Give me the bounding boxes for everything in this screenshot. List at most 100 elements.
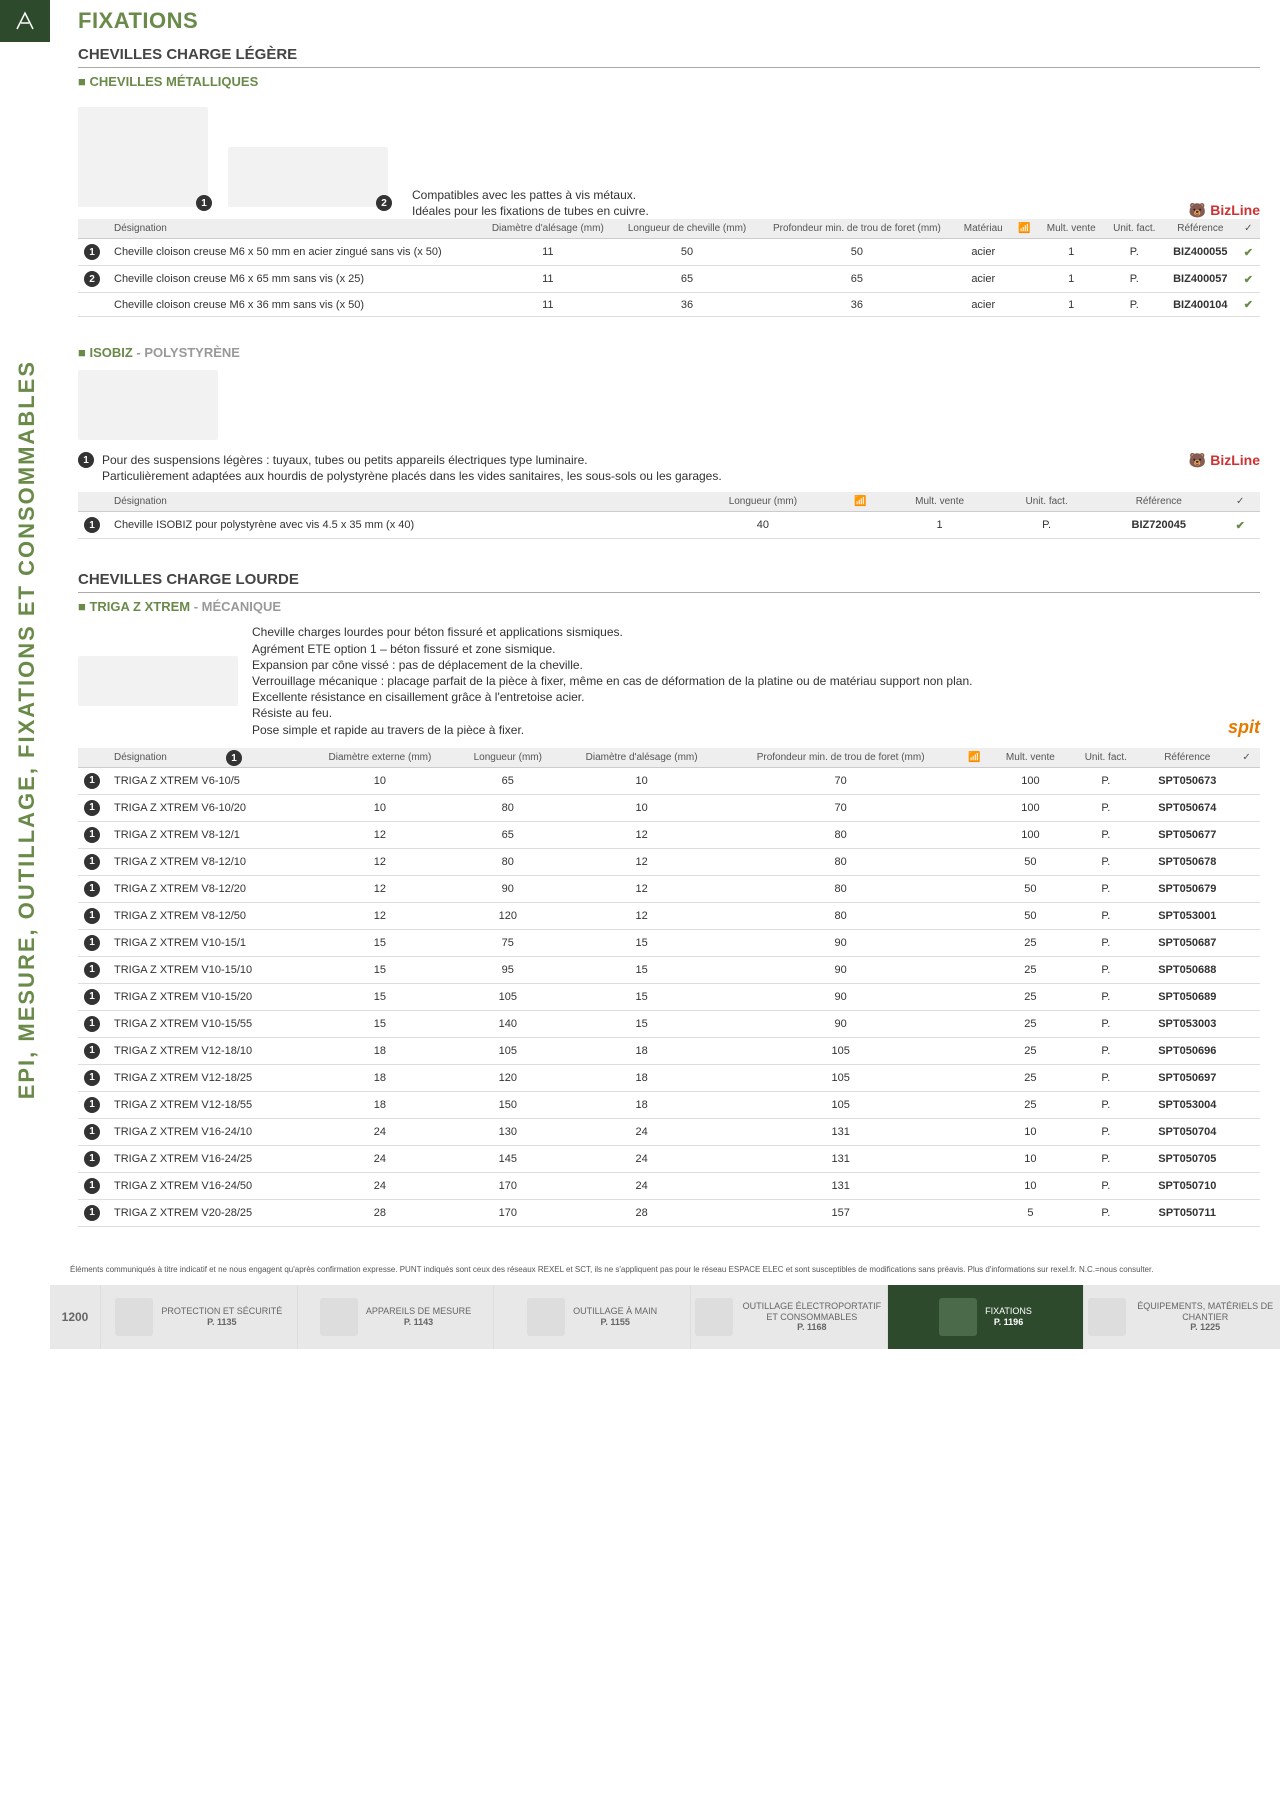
table-header: ✓	[1237, 219, 1260, 239]
table-cell: 1	[78, 239, 108, 266]
page-title: FIXATIONS	[50, 8, 198, 34]
table-cell	[1233, 1118, 1260, 1145]
table-cell: 40	[688, 512, 837, 539]
table-cell: TRIGA Z XTREM V16-24/10	[108, 1118, 305, 1145]
brand-logo-bizline: BizLine	[1189, 202, 1260, 219]
table-cell	[1233, 929, 1260, 956]
table-cell: 105	[723, 1091, 959, 1118]
table-cell: 1	[78, 929, 108, 956]
table-cell: 120	[455, 1064, 560, 1091]
table-cell: Cheville cloison creuse M6 x 65 mm sans …	[108, 266, 480, 293]
table-cell: BIZ400055	[1164, 239, 1237, 266]
table-cell: 65	[455, 767, 560, 794]
table-cell	[1011, 293, 1038, 317]
table-header: 📶	[1011, 219, 1038, 239]
nav-item[interactable]: OUTILLAGE À MAINP. 1155	[493, 1285, 690, 1349]
nav-item[interactable]: ÉQUIPEMENTS, MATÉRIELS DE CHANTIERP. 122…	[1083, 1285, 1280, 1349]
table-header: Profondeur min. de trou de foret (mm)	[723, 748, 959, 768]
table-cell: 131	[723, 1145, 959, 1172]
nav-item[interactable]: FIXATIONSP. 1196	[887, 1285, 1084, 1349]
table-cell: 28	[305, 1199, 455, 1226]
table-cell: TRIGA Z XTREM V16-24/25	[108, 1145, 305, 1172]
table-cell: 70	[723, 767, 959, 794]
product-image	[78, 656, 238, 706]
table-cell: 24	[305, 1118, 455, 1145]
table-row: 1TRIGA Z XTREM V10-15/5515140159025P.SPT…	[78, 1010, 1260, 1037]
table-cell: 145	[455, 1145, 560, 1172]
table-cell: 50	[990, 848, 1070, 875]
table-cell: 1	[78, 983, 108, 1010]
table-cell: 25	[990, 956, 1070, 983]
table-cell	[1233, 1172, 1260, 1199]
nav-page: P. 1135	[161, 1317, 282, 1328]
table-cell: 120	[455, 902, 560, 929]
bottom-nav: 1200 PROTECTION ET SÉCURITÉP. 1135APPARE…	[50, 1285, 1280, 1349]
section-heading: CHEVILLES CHARGE LÉGÈRE	[78, 42, 1260, 68]
table-row: 1TRIGA Z XTREM V10-15/11575159025P.SPT05…	[78, 929, 1260, 956]
table-cell: 100	[990, 794, 1070, 821]
table-cell: 105	[455, 1037, 560, 1064]
nav-item[interactable]: OUTILLAGE ÉLECTROPORTATIF ET CONSOMMABLE…	[690, 1285, 887, 1349]
table-cell: P.	[1070, 848, 1141, 875]
table-header: Mult. vente	[883, 492, 996, 512]
table-cell: 2	[78, 266, 108, 293]
table-row: 1TRIGA Z XTREM V16-24/10241302413110P.SP…	[78, 1118, 1260, 1145]
table-cell: 80	[723, 902, 959, 929]
nav-icon	[320, 1298, 358, 1336]
table-cell	[1233, 1199, 1260, 1226]
table-cell: 1	[883, 512, 996, 539]
table-cell	[958, 767, 990, 794]
table-cell: SPT053004	[1141, 1091, 1233, 1118]
table-cell: SPT050674	[1141, 794, 1233, 821]
nav-item[interactable]: PROTECTION ET SÉCURITÉP. 1135	[100, 1285, 297, 1349]
table-cell: 90	[723, 983, 959, 1010]
table-header: Diamètre d'alésage (mm)	[560, 748, 722, 768]
table-cell: TRIGA Z XTREM V8-12/1	[108, 821, 305, 848]
table-cell: 10	[560, 767, 722, 794]
table-cell	[958, 983, 990, 1010]
table-cell: 11	[480, 293, 616, 317]
table-row: 1TRIGA Z XTREM V10-15/101595159025P.SPT0…	[78, 956, 1260, 983]
desc-badge: 1	[226, 750, 242, 766]
table-cell: P.	[1070, 1091, 1141, 1118]
brand-logo-bizline: BizLine	[1189, 452, 1260, 469]
nav-page: P. 1225	[1134, 1322, 1276, 1333]
table-cell: 1	[78, 848, 108, 875]
image-badge-2: 2	[376, 195, 392, 211]
table-cell: P.	[1070, 794, 1141, 821]
table-cell: 1	[78, 875, 108, 902]
table-cell: 1	[78, 794, 108, 821]
table-cell: 1	[78, 821, 108, 848]
table-header: Longueur de cheville (mm)	[616, 219, 759, 239]
table-cell: 90	[723, 956, 959, 983]
table-cell: TRIGA Z XTREM V10-15/20	[108, 983, 305, 1010]
table-row: 1TRIGA Z XTREM V8-12/5012120128050P.SPT0…	[78, 902, 1260, 929]
table-cell: ✔	[1237, 266, 1260, 293]
table-cell	[1233, 956, 1260, 983]
table-cell: ✔	[1237, 293, 1260, 317]
table-cell: 12	[560, 848, 722, 875]
desc-badge: 1	[78, 452, 94, 468]
table-cell: 170	[455, 1199, 560, 1226]
table-row: 1TRIGA Z XTREM V8-12/101280128050P.SPT05…	[78, 848, 1260, 875]
table-cell: P.	[1070, 956, 1141, 983]
table-cell: SPT050705	[1141, 1145, 1233, 1172]
table-cell: 1	[78, 1172, 108, 1199]
table-cell: TRIGA Z XTREM V12-18/55	[108, 1091, 305, 1118]
table-cell: 75	[455, 929, 560, 956]
nav-label: OUTILLAGE À MAIN	[573, 1306, 657, 1317]
table-cell: 10	[990, 1118, 1070, 1145]
table-cell: TRIGA Z XTREM V6-10/5	[108, 767, 305, 794]
table-row: 1TRIGA Z XTREM V12-18/25181201810525P.SP…	[78, 1064, 1260, 1091]
table-cell: 25	[990, 1064, 1070, 1091]
table-cell: 80	[455, 794, 560, 821]
nav-page: P. 1196	[985, 1317, 1032, 1328]
table-cell: Cheville cloison creuse M6 x 50 mm en ac…	[108, 239, 480, 266]
nav-item[interactable]: APPAREILS DE MESUREP. 1143	[297, 1285, 494, 1349]
table-cell: 50	[616, 239, 759, 266]
table-cell: 50	[758, 239, 955, 266]
table-cell: 105	[723, 1064, 959, 1091]
nav-icon	[1088, 1298, 1126, 1336]
table-cell: P.	[1070, 902, 1141, 929]
table-header: ✓	[1233, 748, 1260, 768]
